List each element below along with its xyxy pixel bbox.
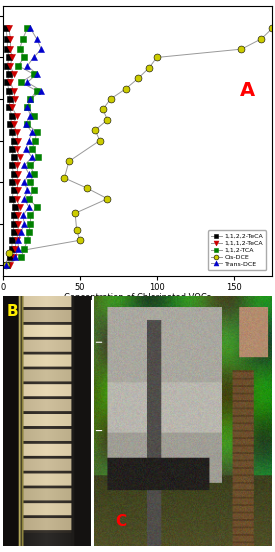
Text: B: B bbox=[6, 304, 18, 319]
Text: C: C bbox=[116, 514, 127, 529]
Text: A: A bbox=[240, 81, 255, 100]
X-axis label: Concentration of Chlorinated VOCs
(μmol/L): Concentration of Chlorinated VOCs (μmol/… bbox=[64, 293, 211, 312]
Legend: 1,1,2,2-TeCA, 1,1,1,2-TeCA, 1,1,2-TCA, Cis-DCE, Trans-DCE: 1,1,2,2-TeCA, 1,1,1,2-TeCA, 1,1,2-TCA, C… bbox=[208, 230, 266, 270]
